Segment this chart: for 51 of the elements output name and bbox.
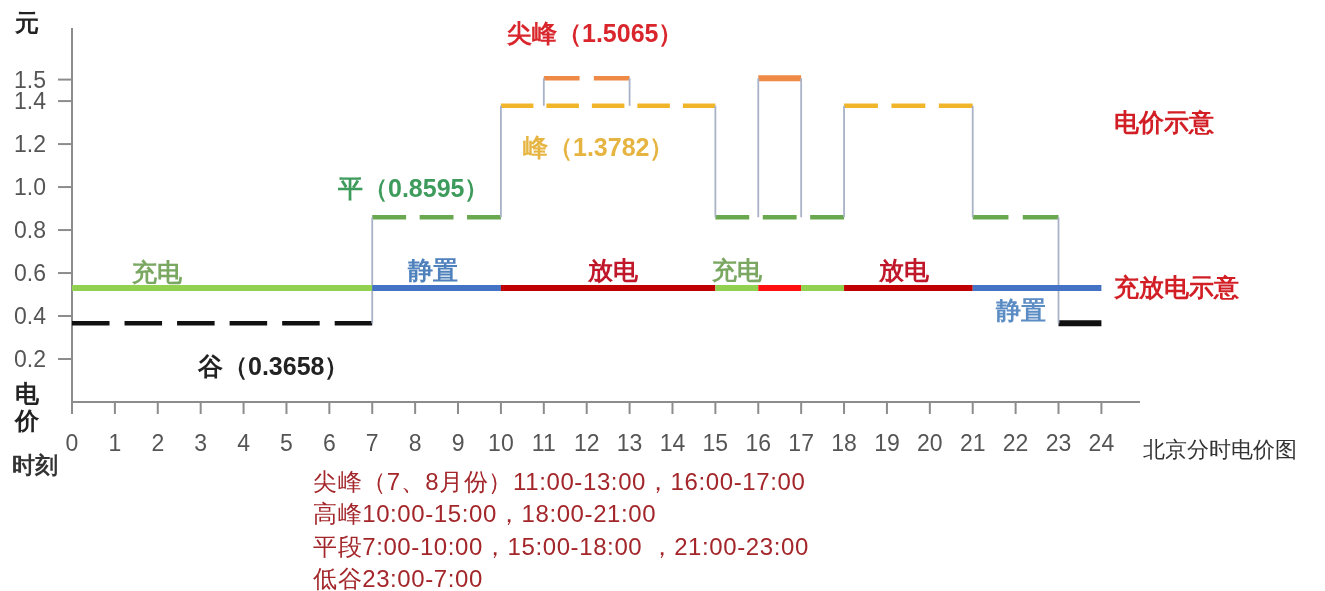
annotation: 静置 bbox=[995, 296, 1046, 324]
y-tick-label: 0.8 bbox=[14, 217, 46, 244]
text: 尖峰（7、8月份）11:00-13:00，16:00-17:00 bbox=[313, 467, 806, 495]
x-tick-label: 15 bbox=[702, 430, 729, 456]
x-tick-label: 20 bbox=[917, 430, 943, 456]
y-tick-label: 0.4 bbox=[14, 303, 47, 330]
x-tick-label: 23 bbox=[1045, 430, 1072, 456]
annotation: 峰（1.3782） bbox=[523, 133, 675, 161]
annotation: 电价示意 bbox=[1114, 108, 1215, 136]
x-tick-label: 3 bbox=[194, 430, 208, 456]
x-tick-label: 21 bbox=[959, 430, 986, 456]
x-tick-label: 22 bbox=[1002, 430, 1029, 456]
text: 元 bbox=[14, 8, 39, 36]
text: 低谷23:00-7:00 bbox=[313, 565, 483, 591]
x-tick-label: 11 bbox=[531, 430, 556, 456]
annotation: 充放电示意 bbox=[1113, 273, 1240, 301]
text: 北京分时电价图 bbox=[1143, 436, 1297, 462]
annotation: 平（0.8595） bbox=[337, 174, 490, 202]
x-tick-label: 12 bbox=[573, 430, 600, 456]
x-tick-label: 0 bbox=[65, 430, 79, 456]
annotation: 静置 bbox=[407, 256, 458, 284]
x-tick-label: 6 bbox=[322, 430, 336, 456]
x-tick-label: 19 bbox=[874, 430, 900, 456]
y-axis-title: 电价 bbox=[14, 379, 40, 434]
x-tick-label: 17 bbox=[788, 430, 814, 456]
y-tick-label: 1.2 bbox=[14, 131, 46, 158]
x-tick-label: 5 bbox=[280, 430, 293, 456]
annotation: 尖峰（1.5065） bbox=[506, 19, 684, 47]
x-tick-label: 10 bbox=[488, 430, 514, 456]
annotation: 放电 bbox=[878, 256, 930, 284]
x-tick-label: 13 bbox=[616, 430, 643, 456]
x-tick-label: 16 bbox=[745, 430, 772, 456]
x-tick-label: 14 bbox=[659, 430, 686, 456]
y-tick-label: 0.6 bbox=[14, 260, 46, 287]
x-tick-label: 4 bbox=[237, 430, 251, 456]
x-tick-label: 18 bbox=[831, 430, 857, 456]
annotation: 充电 bbox=[711, 256, 763, 284]
x-tick-label: 1 bbox=[108, 430, 122, 456]
x-tick-label: 24 bbox=[1088, 430, 1115, 456]
x-tick-label: 9 bbox=[451, 430, 465, 456]
text: 平段7:00-10:00，15:00-18:00 ，21:00-23:00 bbox=[313, 532, 809, 560]
x-axis-title: 时刻 bbox=[12, 452, 58, 478]
x-tick-label: 7 bbox=[365, 430, 379, 456]
y-tick-label: 0.2 bbox=[14, 346, 46, 373]
x-tick-label: 2 bbox=[151, 430, 165, 456]
annotation: 放电 bbox=[587, 256, 639, 284]
y-tick-label: 1.0 bbox=[14, 174, 46, 201]
text: 高峰10:00-15:00，18:00-21:00 bbox=[313, 500, 657, 527]
annotation: 谷（0.3658） bbox=[197, 352, 350, 380]
x-tick-label: 8 bbox=[408, 430, 422, 456]
annotation: 充电 bbox=[131, 258, 183, 286]
